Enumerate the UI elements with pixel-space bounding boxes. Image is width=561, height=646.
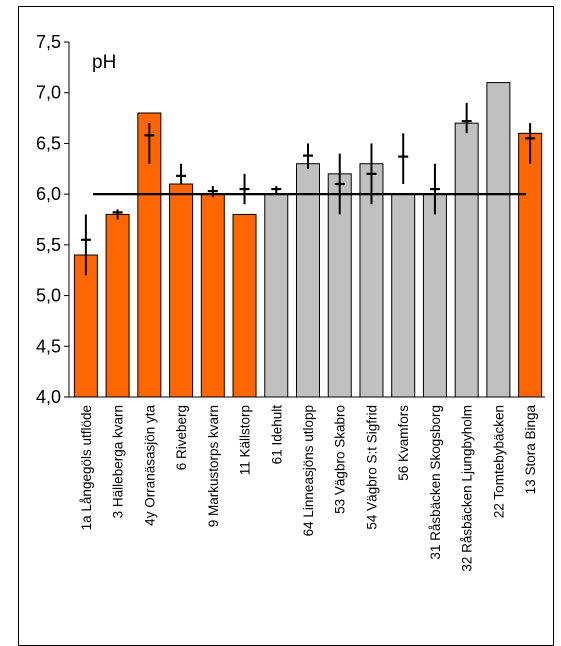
bar-12	[422, 193, 447, 398]
bar-1	[73, 254, 98, 398]
x-category-label: 6 Riveberg	[174, 405, 189, 470]
x-category-label: 3 Hälleberga kvarn	[111, 405, 126, 518]
x-category-label: 13 Stora Binga	[523, 405, 538, 495]
bar-14	[486, 82, 511, 398]
x-category-label: 11 Källstorp	[238, 405, 253, 475]
bar-4	[169, 183, 194, 398]
x-category-label: 53 Vägbro Skabro	[333, 405, 348, 514]
bar-5	[200, 193, 225, 398]
bar-7	[264, 193, 289, 398]
x-category-label: 31 Råsbäcken Skogsborg	[428, 405, 443, 560]
x-category-label: 32 Råsbäcken Ljungbyholm	[460, 405, 475, 572]
y-tick-label: 6,0	[36, 184, 61, 204]
y-tick-label: 4,5	[36, 336, 61, 356]
x-category-label: 1a Långegöls utflöde	[79, 405, 94, 530]
x-category-label: 54 Vägbro S:t Sigfrid	[364, 405, 379, 530]
y-tick-label: 5,5	[36, 235, 61, 255]
x-category-label: 61 Idehult	[269, 405, 284, 465]
bar-2	[105, 213, 130, 398]
x-category-label: 4y Orranäsasjön yta	[142, 405, 157, 526]
y-tick-label: 7,0	[36, 83, 61, 103]
ph-bar-chart: 4,0 4,5 5,0 5,5 6,0 6,5 7,0 7,5 1a Långegöls ut…	[36, 32, 545, 572]
bar-6	[232, 213, 257, 398]
x-category-label: 9 Markustorps kvarn	[206, 405, 221, 527]
x-category-label: 56 Kvamfors	[396, 405, 411, 481]
y-tick-label: 4,0	[36, 387, 61, 407]
y-tick-label: 7,5	[36, 32, 61, 52]
bar-15	[518, 132, 543, 398]
x-category-label: 64 Linneasjöns utlopp	[301, 405, 316, 536]
y-tick-label: 6,5	[36, 133, 61, 153]
bar-11	[391, 193, 416, 398]
bar-8	[296, 163, 320, 398]
y-tick-label: 5,0	[36, 286, 61, 306]
bar-13	[454, 122, 479, 398]
x-category-label: 22 Tomtebybäcken	[491, 405, 506, 518]
y-unit-label: pH	[92, 52, 116, 73]
